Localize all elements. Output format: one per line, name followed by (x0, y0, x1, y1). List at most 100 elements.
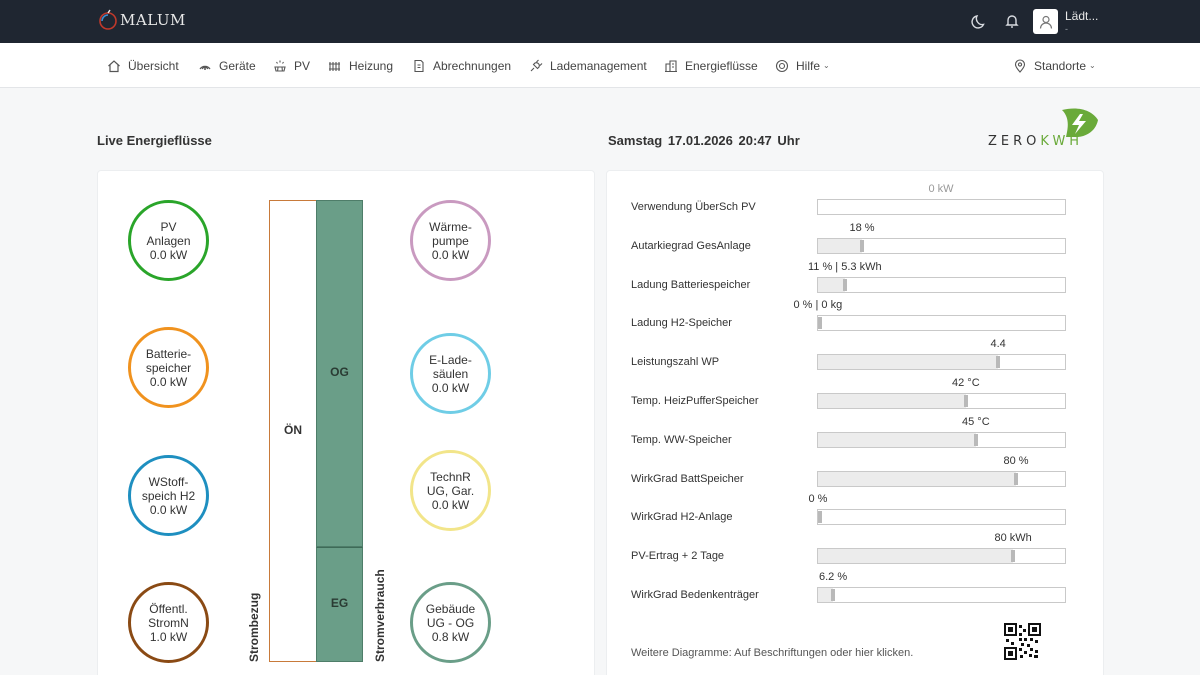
main-nav: Übersicht Geräte PV Heizung Abrechnungen… (0, 43, 1200, 88)
nav-item-heizung[interactable]: Heizung (328, 43, 393, 88)
kpi-value: 45 °C (962, 415, 990, 428)
circle-line2: speich H2 (141, 488, 196, 503)
kpi-value: 0 % (808, 493, 828, 506)
nav-item-lademanagement[interactable]: Lademanagement (529, 43, 647, 88)
nav-label: Hilfe (796, 58, 821, 73)
kpi-progress-bar (817, 276, 1066, 293)
app-logo[interactable]: MALUM (98, 9, 186, 31)
kpi-value: 4.4 (990, 338, 1006, 351)
kpi-progress-fill (818, 277, 845, 292)
brand-kwh: KWH (1040, 134, 1084, 149)
chevron-down-icon: ⌄ (823, 61, 830, 70)
kpi-progress-marker (964, 395, 968, 407)
nav-item-geraete[interactable]: Geräte (198, 43, 256, 88)
user-avatar[interactable] (1033, 9, 1058, 34)
circle-value: 0.0 kW (431, 497, 470, 512)
kpi-row[interactable]: 42 °C Temp. HeizPufferSpeicher (631, 375, 1071, 413)
circle-value: 0.0 kW (149, 374, 188, 389)
invoice-icon (414, 59, 424, 72)
dark-mode-moon-icon[interactable] (971, 12, 989, 30)
kpi-row[interactable]: 18 % Autarkiegrad GesAnlage (631, 220, 1071, 258)
kpi-label: Leistungszahl WP (631, 356, 720, 369)
kpi-label: Verwendung ÜberSch PV (631, 201, 756, 213)
source-battery[interactable]: Batterie- speicher 0.0 kW (128, 327, 209, 408)
nav-item-uebersicht[interactable]: Übersicht (107, 43, 179, 88)
nav-item-energiefluesse[interactable]: Energieflüsse (664, 43, 758, 88)
source-pv[interactable]: PV Anlagen 0.0 kW (128, 200, 209, 281)
kpi-label: Autarkiegrad GesAnlage (631, 239, 751, 252)
source-hydrogen[interactable]: WStoff- speich H2 0.0 kW (128, 455, 209, 536)
kpi-progress-bar (817, 199, 1066, 215)
kpi-progress-bar (817, 587, 1066, 603)
circle-value: 0.0 kW (431, 380, 470, 395)
nav-label: Geräte (219, 58, 256, 73)
brand-text: ZEROKWH (988, 134, 1083, 149)
kpi-progress-bar (817, 354, 1066, 371)
day-name: Samstag (608, 133, 663, 148)
kpi-progress-bar (817, 470, 1066, 487)
circle-line1: Batterie- (145, 346, 192, 361)
circle-value: 0.0 kW (149, 502, 188, 517)
circle-value: 1.0 kW (149, 629, 188, 644)
kpi-progress-marker (1011, 550, 1015, 563)
kpi-progress-marker (1014, 472, 1018, 485)
circle-line1: Öffentl. (149, 601, 188, 616)
circle-line1: WStoff- (148, 474, 189, 489)
devices-icon (199, 65, 211, 70)
more-charts-hint[interactable]: Weitere Diagramme: Auf Beschriftungen od… (631, 647, 914, 659)
user-name[interactable]: Lädt... (1065, 9, 1099, 23)
kpi-row[interactable]: 0 % | 0 kg Ladung H2-Speicher (631, 297, 1071, 335)
kpi-row[interactable]: 45 °C Temp. WW-Speicher (631, 414, 1071, 452)
kpi-progress-fill (818, 549, 1013, 564)
kpi-progress-marker (831, 589, 835, 601)
kpi-row[interactable]: 0 kW Verwendung ÜberSch PV (631, 181, 1071, 219)
kpi-row[interactable]: 80 kWh PV-Ertrag + 2 Tage (631, 530, 1071, 568)
circle-value: 0.0 kW (149, 247, 188, 262)
user-subtitle: - (1065, 24, 1068, 34)
source-public-grid[interactable]: Öffentl. StromN 1.0 kW (128, 582, 209, 663)
kpi-row[interactable]: 6.2 % WirkGrad Bedenkenträger (631, 569, 1071, 607)
circle-line1: E-Lade- (429, 352, 472, 367)
help-lifebuoy-icon (775, 59, 789, 72)
consumer-heat-pump[interactable]: Wärme- pumpe 0.0 kW (410, 200, 491, 281)
nav-label: Heizung (349, 58, 394, 73)
nav-item-pv[interactable]: PV (273, 43, 310, 88)
og-label: OG (330, 365, 349, 379)
locations-dropdown[interactable]: Standorte ⌄ (1013, 43, 1096, 88)
kpi-row[interactable]: 4.4 Leistungszahl WP (631, 336, 1071, 374)
kpi-value: 11 % | 5.3 kWh (808, 260, 882, 273)
circle-line2: UG - OG (426, 615, 475, 630)
kpi-progress-marker (860, 239, 864, 252)
kpi-panel: 0 kW Verwendung ÜberSch PV 18 % Autarkiegra… (606, 170, 1104, 675)
kpi-row[interactable]: 11 % | 5.3 kWh Ladung Batteriespeicher (631, 259, 1071, 297)
nav-item-abrechnungen[interactable]: Abrechnungen (412, 43, 511, 88)
kpi-progress-marker (818, 511, 822, 524)
logo-text: MALUM (120, 11, 186, 29)
consumer-building[interactable]: Gebäude UG - OG 0.8 kW (410, 582, 491, 663)
consumption-og-block[interactable]: OG (316, 200, 363, 547)
kpi-label: Temp. HeizPufferSpeicher (631, 395, 759, 407)
radiator-icon (329, 61, 340, 71)
kpi-progress-bar (817, 431, 1066, 448)
consumer-tech-room[interactable]: TechnR UG, Gar. 0.0 kW (410, 450, 491, 531)
kpi-progress-bar (817, 393, 1066, 409)
kpi-value: 42 °C (952, 377, 980, 389)
strombezug-axis-label: Strombezug (247, 592, 261, 662)
home-icon (108, 59, 120, 72)
consumption-eg-block[interactable]: EG (316, 547, 363, 662)
kpi-row[interactable]: 0 % WirkGrad H2-Anlage (631, 491, 1071, 529)
circle-line2: säulen (432, 366, 469, 381)
kpi-progress-bar (817, 237, 1066, 254)
kpi-value: 80 kWh (994, 532, 1032, 545)
consumer-ev-chargers[interactable]: E-Lade- säulen 0.0 kW (410, 333, 491, 414)
eg-label: EG (330, 596, 349, 610)
nav-item-hilfe[interactable]: Hilfe ⌄ (775, 43, 830, 88)
kpi-progress-fill (818, 355, 998, 370)
notification-bell-icon[interactable] (1003, 12, 1021, 30)
kpi-progress-marker (843, 278, 847, 291)
qr-code-icon[interactable] (1004, 623, 1041, 660)
stromverbrauch-axis-label: Stromverbrauch (373, 569, 387, 662)
kpi-label: WirkGrad H2-Anlage (631, 511, 733, 524)
kpi-value: 0 kW (928, 183, 954, 195)
kpi-row[interactable]: 80 % WirkGrad BattSpeicher (631, 453, 1071, 491)
